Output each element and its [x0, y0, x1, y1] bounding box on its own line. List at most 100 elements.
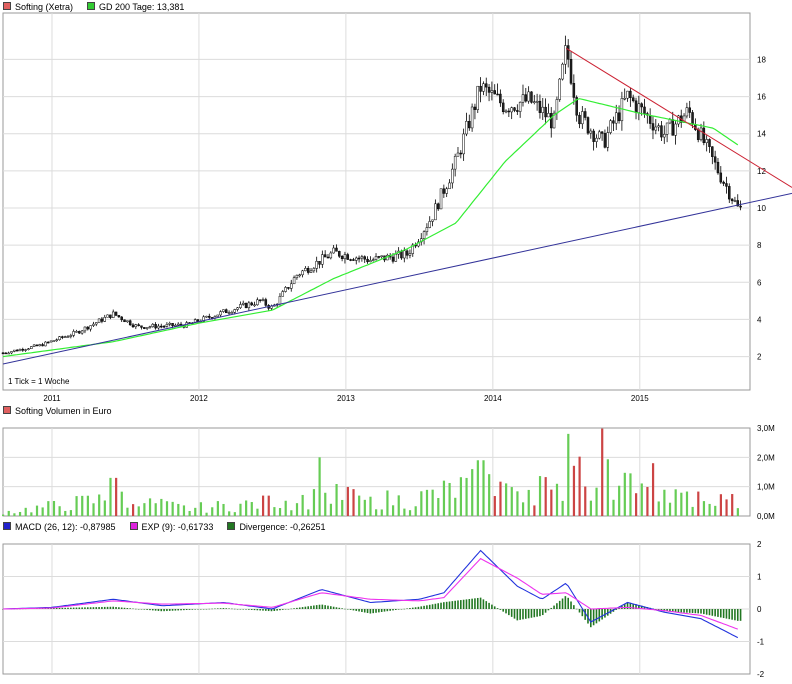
- candle-body: [408, 253, 412, 256]
- divergence-bar: [539, 609, 541, 617]
- candle-body: [685, 107, 689, 117]
- divergence-bar: [262, 609, 264, 611]
- candle-body: [586, 117, 590, 134]
- volume-bar: [736, 508, 739, 516]
- divergence-bar: [547, 609, 550, 611]
- divergence-bar: [284, 609, 287, 610]
- candle-body: [247, 302, 251, 309]
- candle-body: [292, 277, 296, 285]
- candle-body: [80, 330, 84, 334]
- x-tick-label: 2013: [337, 394, 355, 403]
- divergence-bar: [211, 608, 213, 610]
- candle-body: [578, 114, 581, 125]
- divergence-bar: [101, 606, 103, 609]
- candle-body: [151, 324, 155, 327]
- divergence-bar: [216, 608, 219, 609]
- candle-body: [233, 309, 236, 313]
- divergence-bar: [688, 609, 691, 613]
- volume-bar: [618, 485, 621, 516]
- divergence-bar: [256, 609, 259, 611]
- y-tick-label: 0: [757, 605, 762, 614]
- candle-body: [66, 336, 70, 338]
- divergence-bar: [465, 599, 468, 609]
- divergence-bar: [536, 609, 538, 617]
- candle-body: [176, 323, 180, 326]
- divergence-bar: [703, 609, 705, 615]
- divergence-bar: [55, 607, 58, 609]
- candle-body: [581, 111, 584, 125]
- candle-body: [736, 200, 740, 207]
- candle-body: [640, 103, 643, 108]
- divergence-bar: [265, 609, 267, 611]
- divergence-bar: [553, 605, 555, 609]
- divergence-bar: [61, 607, 64, 609]
- divergence-bar: [301, 607, 304, 609]
- divergence-bar: [519, 609, 521, 620]
- divergence-bar: [485, 601, 488, 609]
- volume-bar: [550, 489, 553, 516]
- candle-body: [366, 258, 369, 263]
- divergence-bar: [592, 609, 595, 626]
- divergence-bar: [245, 609, 247, 610]
- volume-bar: [312, 489, 316, 516]
- legend-swatch: [87, 2, 96, 10]
- candle-body: [544, 106, 547, 118]
- legend-item: Softing Volumen in Euro: [3, 406, 112, 416]
- candle-body: [114, 311, 118, 316]
- volume-bar: [324, 492, 327, 516]
- candle-body: [436, 203, 440, 210]
- divergence-bar: [135, 608, 137, 610]
- volume-bar: [555, 483, 559, 516]
- divergence-bar: [233, 608, 236, 610]
- divergence-bar: [581, 609, 584, 617]
- volume-bar: [391, 505, 395, 516]
- volume-bar: [448, 482, 451, 516]
- candle-body: [535, 100, 539, 103]
- volume-bar: [437, 497, 440, 516]
- divergence-bar: [81, 607, 83, 609]
- divergence-bar: [366, 609, 369, 614]
- divergence-bar: [669, 609, 671, 612]
- volume-bar: [403, 508, 406, 516]
- divergence-bar: [380, 609, 383, 612]
- volume-bar: [635, 493, 638, 516]
- candle-body: [126, 320, 129, 323]
- volume-bar: [668, 502, 672, 516]
- divergence-bar: [655, 609, 657, 610]
- divergence-bar: [163, 609, 165, 612]
- volume-bar: [239, 503, 242, 516]
- divergence-bar: [296, 607, 298, 609]
- candle-body: [696, 129, 700, 140]
- divergence-bar: [53, 608, 55, 609]
- divergence-bar: [434, 603, 437, 609]
- candle-body: [123, 319, 126, 323]
- legend-swatch: [129, 522, 138, 530]
- candle-body: [465, 121, 468, 135]
- divergence-bar: [590, 609, 592, 628]
- divergence-bar: [406, 608, 408, 609]
- divergence-bar: [496, 608, 499, 609]
- divergence-bar: [711, 609, 714, 616]
- divergence-bar: [513, 609, 516, 619]
- candle-body: [425, 227, 429, 232]
- volume-bar: [329, 503, 333, 516]
- candle-body: [106, 314, 109, 318]
- divergence-bar: [372, 609, 375, 614]
- legend-swatch: [3, 406, 11, 414]
- volume-bar: [408, 510, 412, 516]
- volume-bar: [177, 503, 180, 516]
- divergence-bar: [290, 608, 293, 610]
- candle-body: [623, 97, 626, 100]
- candle-body: [482, 83, 485, 92]
- volume-bar: [369, 496, 372, 516]
- divergence-bar: [573, 605, 575, 609]
- y-tick-label: 1,0M: [757, 483, 775, 492]
- volume-bar: [657, 501, 660, 516]
- divergence-bar: [493, 606, 496, 609]
- divergence-bar: [239, 609, 242, 610]
- volume-bar: [640, 483, 643, 516]
- volume-bar: [595, 487, 598, 516]
- candle-body: [171, 322, 174, 327]
- divergence-bar: [505, 609, 507, 614]
- legend-label: Divergence: -0,26251: [239, 522, 326, 532]
